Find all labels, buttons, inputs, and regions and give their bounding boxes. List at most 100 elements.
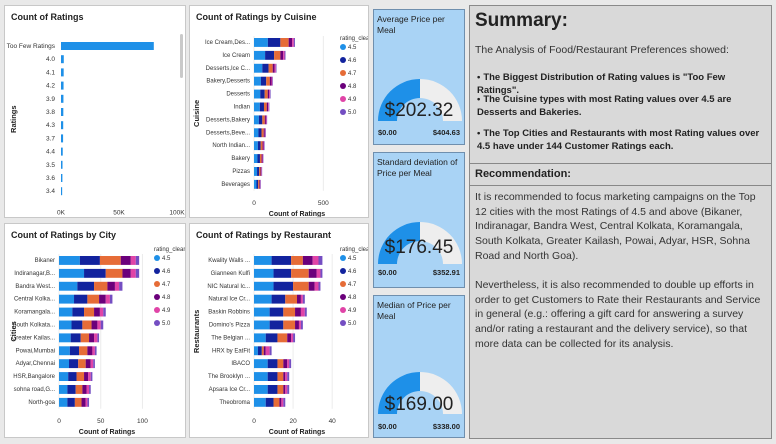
bar-segment[interactable]	[266, 102, 269, 112]
bar-segment[interactable]	[84, 268, 106, 278]
bar-segment[interactable]	[277, 359, 284, 369]
city-chart-panel[interactable]: Count of Ratings by City Bikaner Indirana…	[4, 223, 186, 438]
bar-segment[interactable]	[260, 141, 263, 151]
bar-segment[interactable]	[283, 359, 288, 369]
bar-segment[interactable]	[135, 256, 140, 265]
bar-segment[interactable]	[260, 89, 265, 99]
bar-segment[interactable]	[97, 333, 100, 343]
legend-label[interactable]: 4.6	[162, 269, 171, 275]
bar-segment[interactable]	[88, 372, 91, 381]
legend-swatch[interactable]	[154, 307, 160, 313]
bar-segment[interactable]	[272, 63, 275, 73]
bar-segment[interactable]	[256, 179, 259, 189]
rating-bar[interactable]	[61, 187, 63, 196]
bar-segment[interactable]	[267, 89, 270, 99]
bar-segment[interactable]	[100, 320, 104, 330]
bar-segment[interactable]	[265, 115, 267, 125]
legend-swatch[interactable]	[340, 109, 346, 115]
bar-segment[interactable]	[254, 154, 258, 163]
bar-segment[interactable]	[295, 307, 301, 317]
bar-segment[interactable]	[105, 268, 123, 278]
bar-segment[interactable]	[76, 372, 85, 381]
legend-label[interactable]: 4.7	[348, 71, 357, 77]
bar-segment[interactable]	[74, 294, 88, 304]
bar-segment[interactable]	[263, 102, 267, 112]
bar-segment[interactable]	[254, 128, 259, 138]
bar-segment[interactable]	[87, 346, 93, 356]
bar-segment[interactable]	[300, 294, 303, 304]
bar-segment[interactable]	[99, 256, 121, 265]
bar-segment[interactable]	[254, 76, 261, 86]
bar-segment[interactable]	[261, 128, 264, 138]
bar-segment[interactable]	[254, 281, 274, 291]
bar-segment[interactable]	[122, 268, 131, 278]
bar-segment[interactable]	[258, 128, 262, 138]
bar-segment[interactable]	[265, 397, 274, 407]
bar-segment[interactable]	[254, 385, 268, 394]
bar-segment[interactable]	[90, 359, 94, 369]
bar-segment[interactable]	[254, 115, 259, 125]
legend-label[interactable]: 4.7	[348, 282, 357, 288]
bar-segment[interactable]	[254, 102, 260, 112]
bar-segment[interactable]	[287, 359, 290, 369]
bar-segment[interactable]	[119, 281, 123, 291]
bar-segment[interactable]	[97, 320, 101, 330]
bar-segment[interactable]	[254, 320, 270, 330]
bar-segment[interactable]	[297, 294, 301, 304]
bar-segment[interactable]	[67, 385, 76, 394]
bar-segment[interactable]	[260, 76, 267, 86]
bar-segment[interactable]	[292, 38, 294, 47]
bar-segment[interactable]	[130, 268, 136, 278]
bar-segment[interactable]	[283, 320, 296, 330]
bar-segment[interactable]	[80, 333, 90, 343]
bar-segment[interactable]	[283, 385, 286, 394]
bar-segment[interactable]	[120, 256, 131, 265]
bar-segment[interactable]	[263, 346, 266, 356]
bar-segment[interactable]	[318, 281, 321, 291]
rating-bar[interactable]	[61, 134, 64, 143]
bar-segment[interactable]	[283, 50, 285, 60]
std-dev-price-card[interactable]: Standard deviation of Price per Meal $17…	[373, 152, 465, 288]
bar-segment[interactable]	[260, 167, 262, 176]
bar-segment[interactable]	[254, 333, 266, 343]
bar-segment[interactable]	[94, 346, 97, 356]
bar-segment[interactable]	[293, 333, 296, 343]
bar-segment[interactable]	[285, 372, 288, 381]
bar-segment[interactable]	[254, 346, 258, 356]
bar-segment[interactable]	[254, 359, 268, 369]
bar-segment[interactable]	[79, 346, 88, 356]
bar-segment[interactable]	[262, 141, 264, 151]
restaurant-stacked-bar-chart[interactable]: Kwality Walls ... Gianneen Kulfi NIC Natur…	[190, 224, 369, 438]
bar-segment[interactable]	[265, 333, 278, 343]
bar-segment[interactable]	[87, 294, 100, 304]
bar-segment[interactable]	[300, 320, 303, 330]
bar-segment[interactable]	[78, 359, 86, 369]
ratings-chart-panel[interactable]: Count of Ratings Too Few Ratings 4.0 4.1 4.…	[4, 5, 186, 218]
scrollbar[interactable]	[180, 34, 183, 78]
legend-label[interactable]: 4.8	[162, 295, 171, 301]
legend-swatch[interactable]	[340, 307, 346, 313]
legend-label[interactable]: 5.0	[348, 110, 357, 116]
median-price-card[interactable]: Median of Price per Meal $169.00 $0.00 $…	[373, 295, 465, 438]
legend-swatch[interactable]	[340, 255, 346, 261]
bar-segment[interactable]	[274, 50, 281, 60]
bar-segment[interactable]	[275, 63, 277, 73]
bar-segment[interactable]	[281, 397, 284, 407]
legend-swatch[interactable]	[340, 320, 346, 326]
bar-segment[interactable]	[99, 307, 104, 317]
bar-segment[interactable]	[59, 346, 70, 356]
legend-label[interactable]: 5.0	[162, 321, 171, 327]
bar-segment[interactable]	[94, 307, 100, 317]
legend-label[interactable]: 4.7	[162, 282, 171, 288]
bar-segment[interactable]	[284, 50, 286, 60]
bar-segment[interactable]	[59, 397, 68, 407]
bar-segment[interactable]	[103, 307, 106, 317]
legend-label[interactable]: 4.9	[348, 308, 357, 314]
bar-segment[interactable]	[260, 179, 261, 189]
rating-bar[interactable]	[61, 55, 64, 64]
bar-segment[interactable]	[288, 38, 293, 47]
legend-swatch[interactable]	[340, 281, 346, 287]
bar-segment[interactable]	[71, 320, 83, 330]
bar-segment[interactable]	[59, 359, 70, 369]
bar-segment[interactable]	[265, 50, 275, 60]
